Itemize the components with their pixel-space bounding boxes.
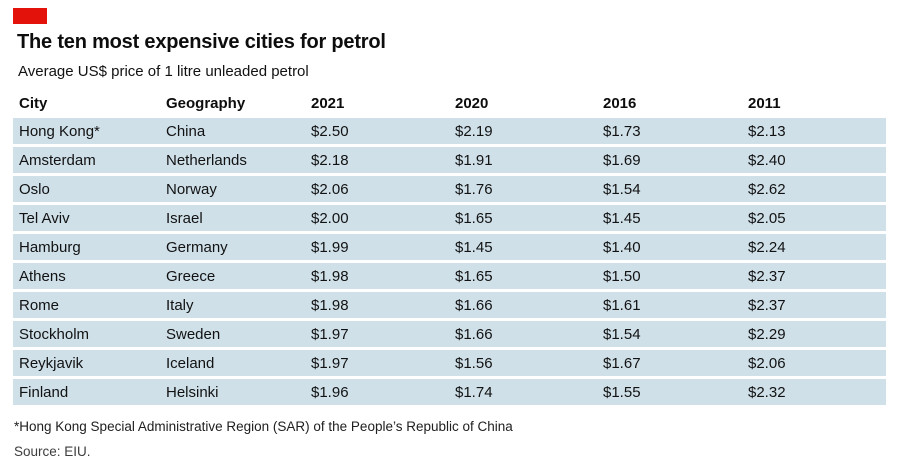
cell-2021: $1.97 <box>311 325 349 343</box>
cell-2011: $2.62 <box>748 180 786 198</box>
brand-mark <box>13 8 47 24</box>
cell-2021: $2.00 <box>311 209 349 227</box>
column-header-2011: 2011 <box>748 94 781 112</box>
table-row: Tel Aviv Israel $2.00 $1.65 $1.45 $2.05 <box>13 205 886 231</box>
table-row: Hamburg Germany $1.99 $1.45 $1.40 $2.24 <box>13 234 886 260</box>
cell-2011: $2.06 <box>748 354 786 372</box>
cell-2020: $1.65 <box>455 267 493 285</box>
cell-2011: $2.37 <box>748 296 786 314</box>
page-subtitle: Average US$ price of 1 litre unleaded pe… <box>18 63 309 80</box>
cell-geography: Iceland <box>166 354 215 372</box>
cell-2020: $1.74 <box>455 383 493 401</box>
cell-2011: $2.13 <box>748 122 786 140</box>
table-row: Stockholm Sweden $1.97 $1.66 $1.54 $2.29 <box>13 321 886 347</box>
cell-geography: Norway <box>166 180 217 198</box>
cell-2016: $1.61 <box>603 296 641 314</box>
cell-2020: $1.65 <box>455 209 493 227</box>
table-row: Finland Helsinki $1.96 $1.74 $1.55 $2.32 <box>13 379 886 405</box>
cell-2020: $1.56 <box>455 354 493 372</box>
cell-2020: $1.91 <box>455 151 493 169</box>
cell-2021: $1.98 <box>311 296 349 314</box>
cell-2021: $1.98 <box>311 267 349 285</box>
cell-2011: $2.29 <box>748 325 786 343</box>
cell-2021: $2.06 <box>311 180 349 198</box>
table-row: Reykjavik Iceland $1.97 $1.56 $1.67 $2.0… <box>13 350 886 376</box>
cell-2021: $2.18 <box>311 151 349 169</box>
cell-2016: $1.40 <box>603 238 641 256</box>
cell-city: Reykjavik <box>19 354 84 372</box>
cell-2021: $1.99 <box>311 238 349 256</box>
data-table: City Geography 2021 2020 2016 2011 Hong … <box>13 88 886 408</box>
cell-city: Athens <box>19 267 66 285</box>
cell-2011: $2.24 <box>748 238 786 256</box>
cell-2016: $1.45 <box>603 209 641 227</box>
table-header-row: City Geography 2021 2020 2016 2011 <box>13 91 886 115</box>
table-row: Oslo Norway $2.06 $1.76 $1.54 $2.62 <box>13 176 886 202</box>
page-title: The ten most expensive cities for petrol <box>17 31 386 53</box>
cell-geography: Italy <box>166 296 194 314</box>
column-header-city: City <box>19 94 48 112</box>
column-header-geography: Geography <box>166 94 246 112</box>
footnote: *Hong Kong Special Administrative Region… <box>14 419 513 434</box>
cell-2016: $1.54 <box>603 325 641 343</box>
cell-2021: $2.50 <box>311 122 349 140</box>
cell-2011: $2.37 <box>748 267 786 285</box>
cell-2016: $1.55 <box>603 383 641 401</box>
cell-geography: Greece <box>166 267 216 285</box>
table-row: Hong Kong* China $2.50 $2.19 $1.73 $2.13 <box>13 118 886 144</box>
cell-city: Rome <box>19 296 60 314</box>
cell-city: Oslo <box>19 180 50 198</box>
cell-geography: Netherlands <box>166 151 247 169</box>
cell-2020: $1.45 <box>455 238 493 256</box>
cell-geography: China <box>166 122 206 140</box>
cell-city: Hamburg <box>19 238 81 256</box>
cell-geography: Germany <box>166 238 228 256</box>
column-header-2021: 2021 <box>311 94 345 112</box>
cell-city: Finland <box>19 383 69 401</box>
cell-2020: $1.76 <box>455 180 493 198</box>
cell-2021: $1.96 <box>311 383 349 401</box>
table-row: Athens Greece $1.98 $1.65 $1.50 $2.37 <box>13 263 886 289</box>
cell-geography: Sweden <box>166 325 221 343</box>
cell-city: Hong Kong* <box>19 122 100 140</box>
cell-2016: $1.73 <box>603 122 641 140</box>
data-table-container: City Geography 2021 2020 2016 2011 Hong … <box>13 88 886 408</box>
cell-city: Stockholm <box>19 325 90 343</box>
cell-2016: $1.54 <box>603 180 641 198</box>
cell-2016: $1.69 <box>603 151 641 169</box>
cell-2011: $2.40 <box>748 151 786 169</box>
cell-geography: Israel <box>166 209 203 227</box>
cell-2021: $1.97 <box>311 354 349 372</box>
cell-2011: $2.05 <box>748 209 786 227</box>
cell-2016: $1.67 <box>603 354 641 372</box>
column-header-2020: 2020 <box>455 94 489 112</box>
table-row: Amsterdam Netherlands $2.18 $1.91 $1.69 … <box>13 147 886 173</box>
cell-geography: Helsinki <box>166 383 219 401</box>
cell-2016: $1.50 <box>603 267 641 285</box>
cell-2011: $2.32 <box>748 383 786 401</box>
cell-2020: $1.66 <box>455 325 493 343</box>
cell-city: Tel Aviv <box>19 209 70 227</box>
source-line: Source: EIU. <box>14 444 91 459</box>
column-header-2016: 2016 <box>603 94 637 112</box>
table-row: Rome Italy $1.98 $1.66 $1.61 $2.37 <box>13 292 886 318</box>
cell-2020: $2.19 <box>455 122 493 140</box>
cell-2020: $1.66 <box>455 296 493 314</box>
cell-city: Amsterdam <box>19 151 96 169</box>
